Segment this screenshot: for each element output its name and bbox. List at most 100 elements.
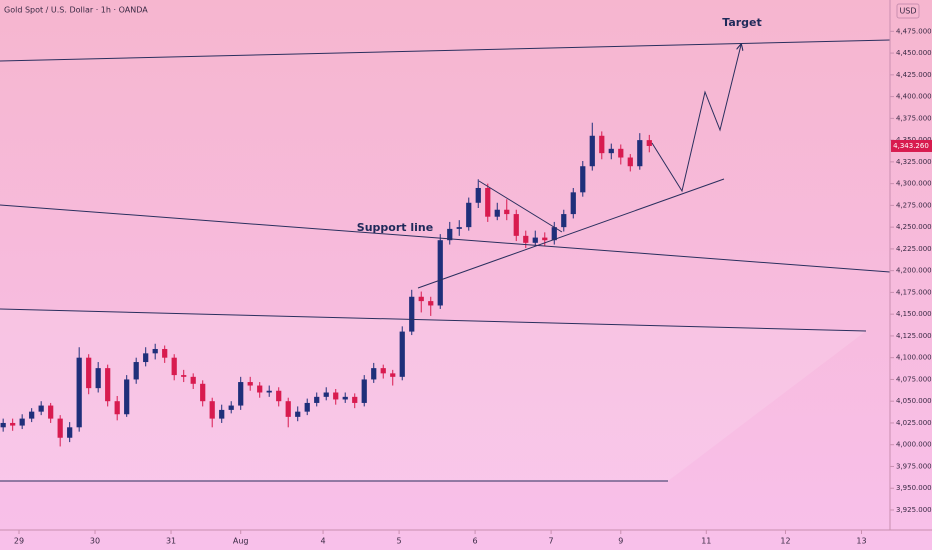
candle-body (247, 382, 253, 386)
candle-body (38, 405, 44, 412)
candle-body (409, 296, 415, 332)
y-tick-label: 4,250.000 (896, 223, 932, 231)
candle-body (637, 140, 643, 167)
y-tick-label: 3,975.000 (896, 462, 932, 470)
y-tick-label: 4,450.000 (896, 49, 932, 57)
candle-body (570, 192, 576, 215)
candle-body (532, 237, 538, 243)
candle-body (361, 379, 367, 403)
y-tick-label: 4,325.000 (896, 158, 932, 166)
x-tick-label: 4 (321, 537, 326, 546)
candle-body (418, 296, 424, 302)
rising-trendline (417, 178, 725, 289)
y-tick-label: 4,375.000 (896, 114, 932, 122)
candle-body (304, 402, 310, 412)
candle-body (257, 385, 263, 393)
y-tick-label: 4,200.000 (896, 267, 932, 275)
drawings (0, 39, 891, 482)
y-tick-label: 4,425.000 (896, 71, 932, 79)
candle-body (466, 202, 472, 228)
y-tick-label: 4,125.000 (896, 332, 932, 340)
candle-body (200, 383, 206, 402)
candle-body (399, 331, 405, 377)
x-tick-label: Aug (233, 537, 249, 546)
candle-body (76, 357, 82, 428)
candle-body (380, 368, 386, 374)
x-tick-label: 6 (473, 537, 478, 546)
candle-body (276, 390, 282, 402)
candle-body (29, 411, 35, 419)
candle-body (143, 353, 149, 363)
y-tick-label: 4,400.000 (896, 93, 932, 101)
candle-body (86, 357, 92, 389)
candle-body (456, 227, 462, 229)
candle-body (323, 392, 329, 397)
candle-body (580, 166, 586, 193)
candle-body (390, 373, 396, 377)
candle-body (57, 418, 63, 438)
candle-body (646, 140, 652, 146)
x-tick-label: 9 (618, 537, 623, 546)
candle-body (333, 392, 339, 400)
currency-label: USD (899, 7, 916, 16)
candle-body (10, 422, 16, 426)
candle-body (437, 240, 443, 306)
candle-body (171, 357, 177, 376)
candle-body (447, 228, 453, 241)
candle-body (19, 418, 25, 426)
support-line (0, 204, 891, 273)
x-tick-label: 5 (397, 537, 402, 546)
candle-body (67, 427, 73, 438)
candle-body (48, 405, 54, 419)
candle-body (371, 368, 377, 380)
candle-body (608, 148, 614, 154)
candle-body (513, 214, 519, 236)
candle-body (285, 401, 291, 417)
candle-body (314, 396, 320, 403)
candle-body (228, 405, 234, 410)
y-tick-label: 4,225.000 (896, 245, 932, 253)
y-tick-label: 4,175.000 (896, 288, 932, 296)
y-tick-label: 4,150.000 (896, 310, 932, 318)
candle-body (105, 368, 111, 402)
candle-body (618, 148, 624, 158)
candle-body (190, 376, 196, 384)
candle-body (342, 396, 348, 400)
candle-body (542, 237, 548, 241)
x-tick-label: 29 (14, 537, 24, 546)
candle-body (352, 396, 358, 403)
candle-body (475, 187, 481, 203)
candle-body (523, 235, 529, 243)
chart-title: Gold Spot / U.S. Dollar · 1h · OANDA (4, 6, 148, 15)
candle-body (219, 409, 225, 419)
candle-body (599, 135, 605, 154)
candle-body (0, 422, 6, 428)
candle-body (589, 135, 595, 167)
x-tick-label: 31 (166, 537, 176, 546)
y-tick-label: 4,050.000 (896, 397, 932, 405)
candle-body (295, 411, 301, 417)
candle-body (561, 214, 567, 228)
candle-body (124, 379, 130, 415)
plot-area (0, 122, 652, 447)
zone-top-line (0, 308, 867, 332)
y-tick-label: 3,950.000 (896, 484, 932, 492)
candle-body (95, 368, 101, 389)
candle-body (504, 209, 510, 215)
y-tick-label: 3,925.000 (896, 506, 932, 514)
candle-body (114, 401, 120, 415)
y-tick-label: 4,075.000 (896, 375, 932, 383)
last-price-label: 4,343.260 (893, 142, 929, 150)
currency-box (896, 3, 920, 19)
y-tick-label: 4,100.000 (896, 354, 932, 362)
y-tick-label: 4,275.000 (896, 201, 932, 209)
candle-body (627, 157, 633, 167)
y-tick-label: 4,000.000 (896, 441, 932, 449)
candle-body (133, 362, 139, 380)
candle-body (238, 382, 244, 406)
candle-body (162, 348, 168, 358)
y-tick-label: 4,475.000 (896, 27, 932, 35)
